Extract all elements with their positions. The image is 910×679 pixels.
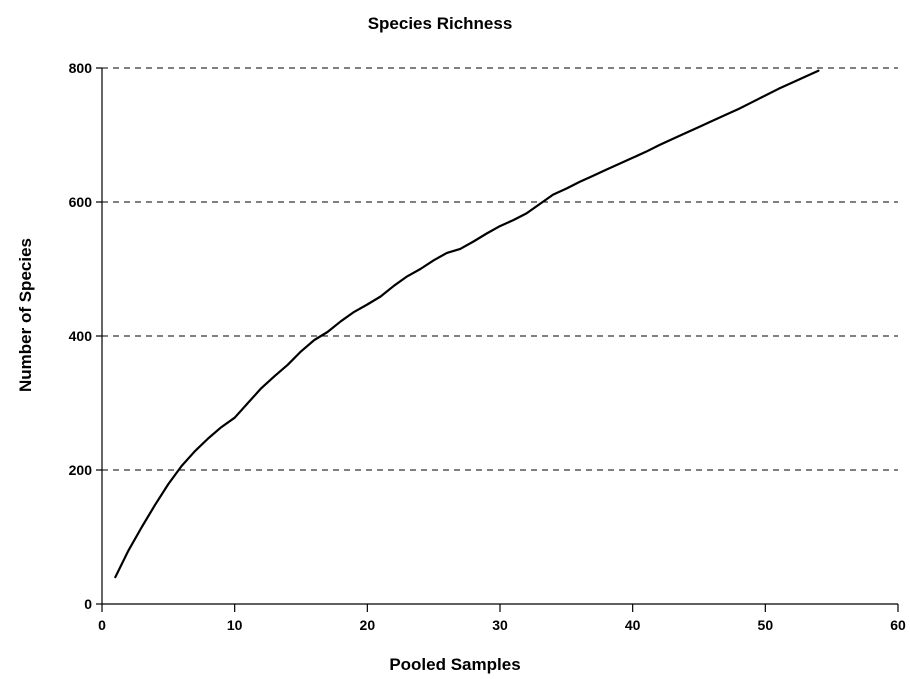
- x-tick-label-30: 30: [492, 617, 508, 633]
- y-tick-label-200: 200: [69, 462, 93, 478]
- x-tick-label-60: 60: [890, 617, 906, 633]
- gridlines: [102, 67, 898, 471]
- x-tick-label-40: 40: [625, 617, 641, 633]
- x-tick-label-20: 20: [360, 617, 376, 633]
- series-layer: [114, 69, 820, 579]
- y-tick-label-800: 800: [69, 60, 93, 76]
- y-tick-label-400: 400: [69, 328, 93, 344]
- chart-title: Species Richness: [367, 14, 513, 33]
- x-axis-label: Pooled Samples: [389, 655, 521, 674]
- x-tick-label-50: 50: [758, 617, 774, 633]
- series-line-0: [114, 69, 820, 579]
- x-tick-label-0: 0: [98, 617, 106, 633]
- y-tick-label-600: 600: [69, 194, 93, 210]
- y-tick-label-0: 0: [84, 596, 92, 612]
- axes: 0 200 400 600 800 0 10 20 30 40 50 60: [69, 60, 906, 633]
- x-tick-label-10: 10: [227, 617, 243, 633]
